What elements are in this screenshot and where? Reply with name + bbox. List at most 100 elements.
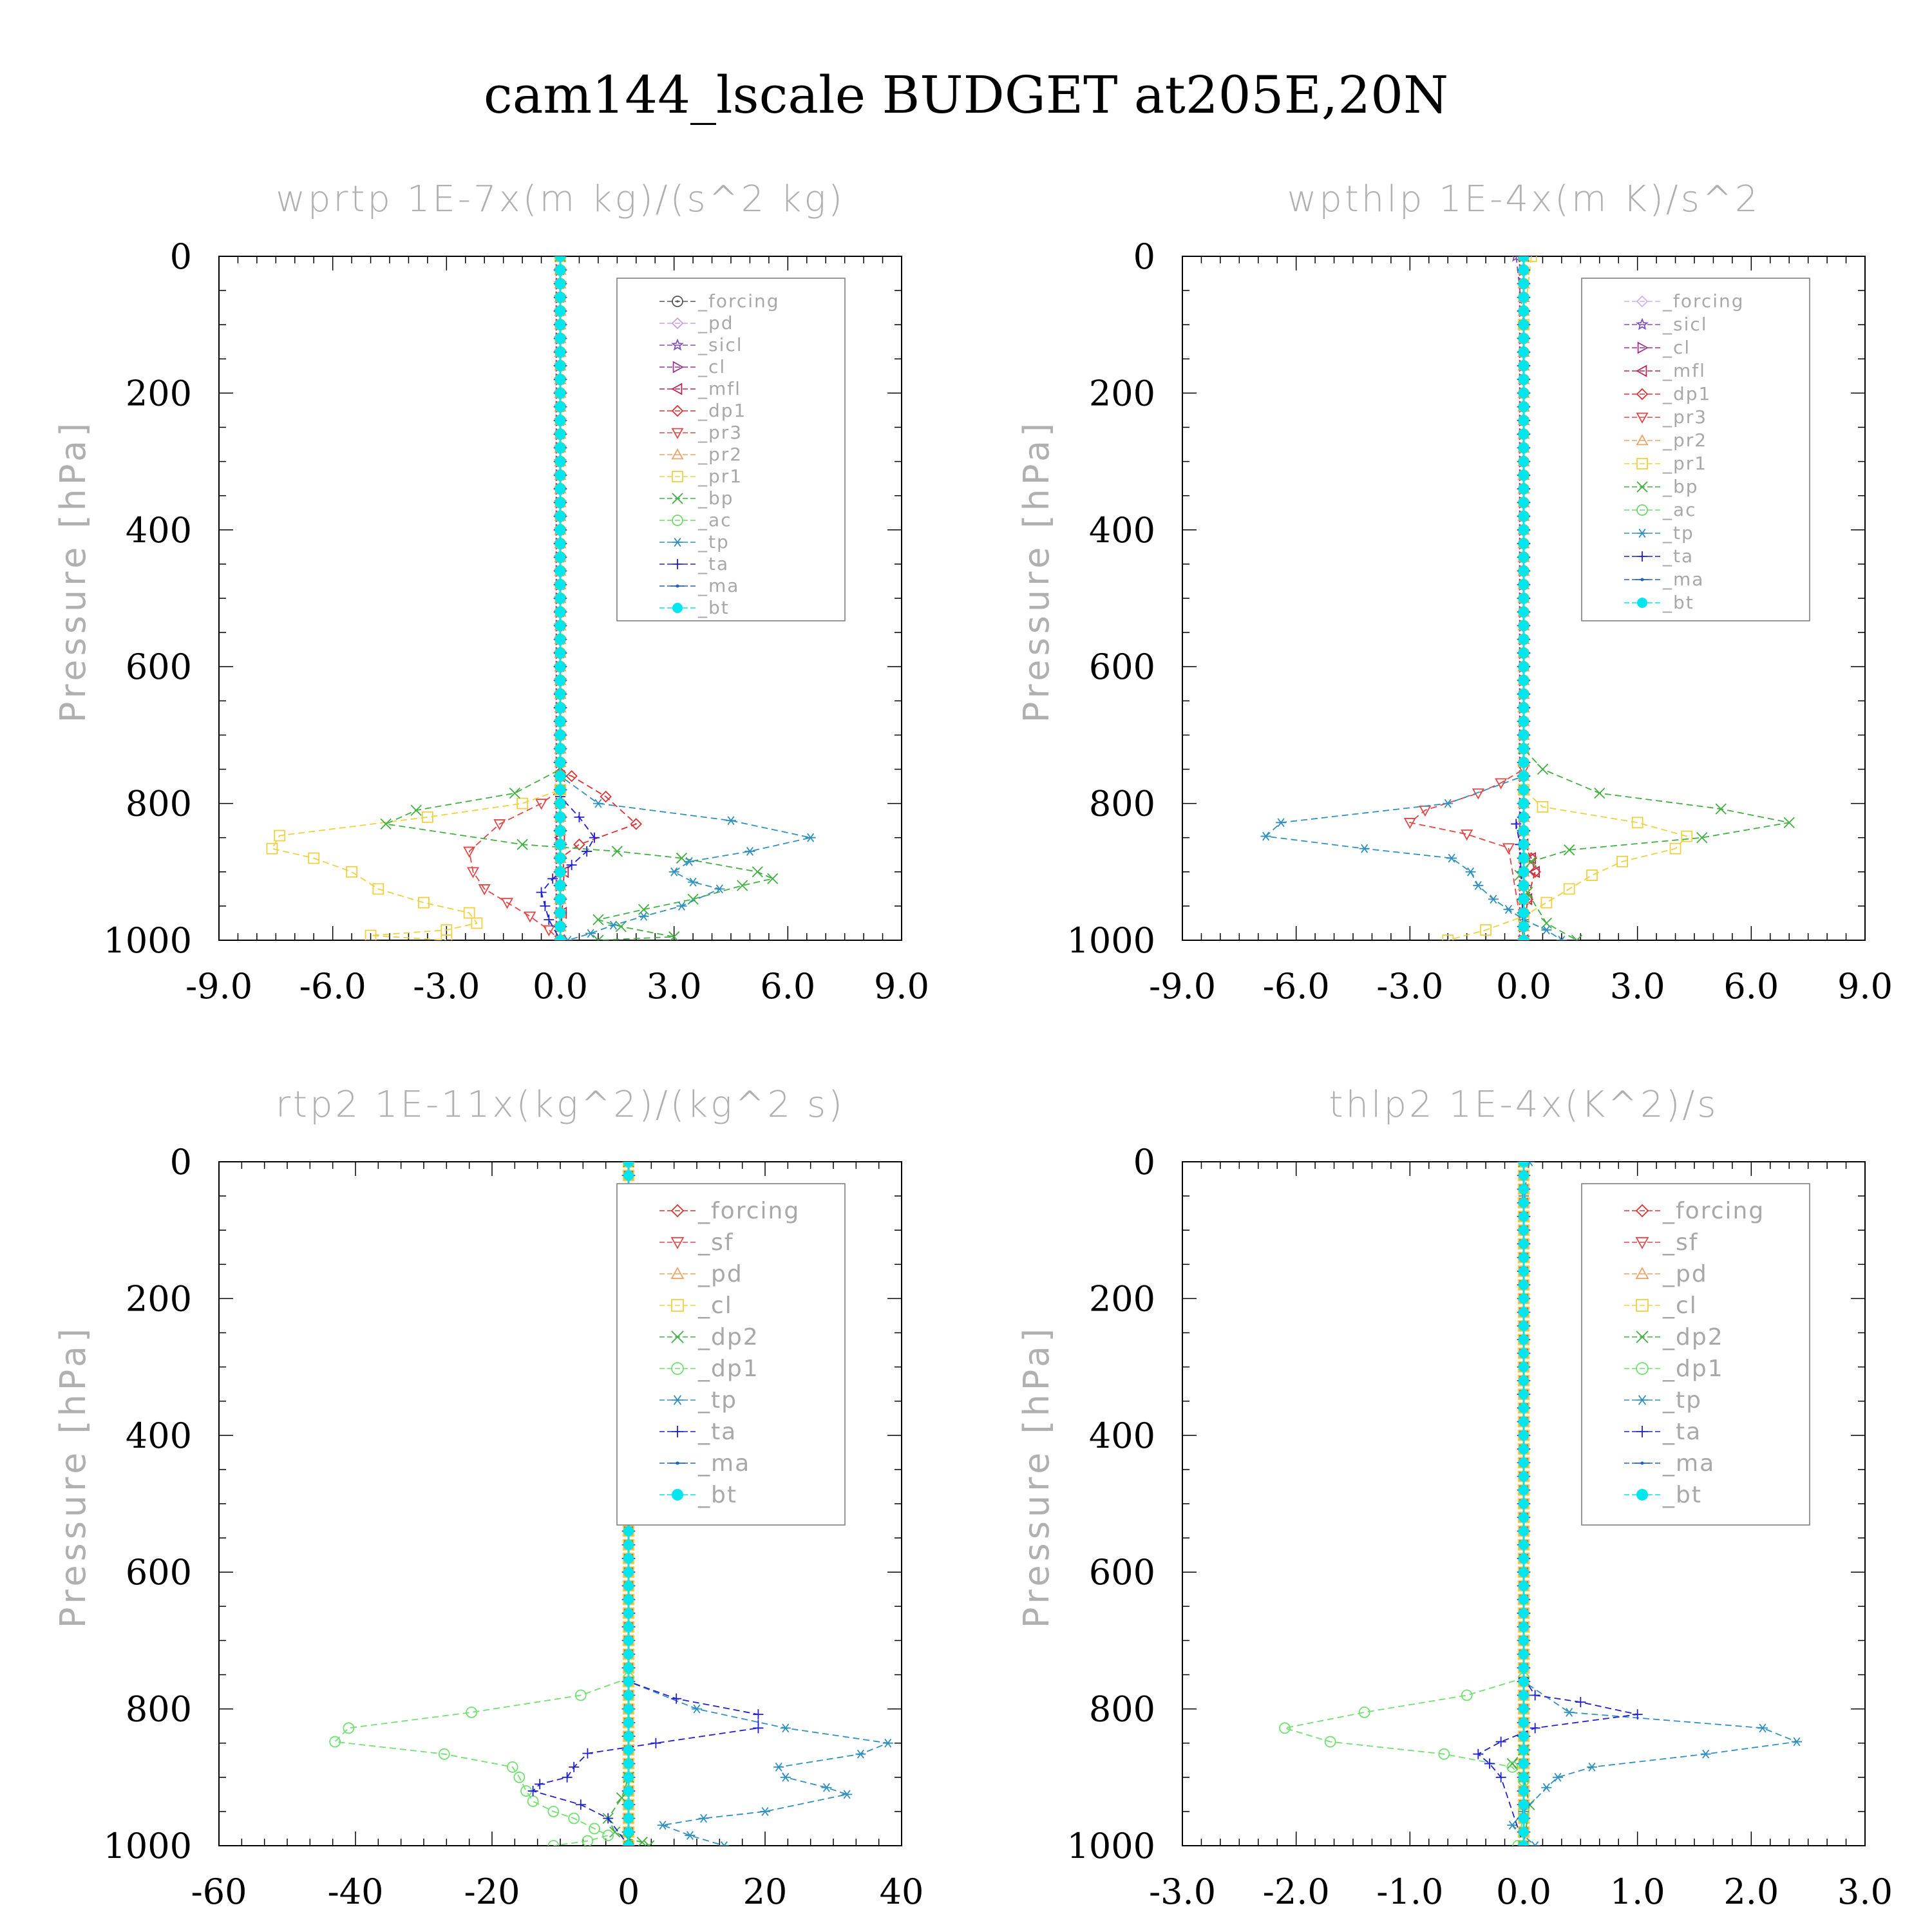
legend-marker	[1636, 1426, 1648, 1437]
series-point	[1519, 688, 1529, 699]
series-point	[555, 469, 565, 480]
series-point	[1519, 1539, 1529, 1550]
legend-label: _sicl	[697, 334, 743, 355]
series-point	[555, 305, 565, 316]
series-point	[1586, 869, 1598, 882]
legend-label: _pd	[697, 1261, 743, 1287]
series-point	[1519, 1703, 1529, 1714]
series-point	[623, 1703, 634, 1714]
legend-item: _bp	[659, 488, 734, 509]
series-point	[1537, 763, 1549, 775]
legend-box	[616, 278, 846, 621]
series-point	[555, 456, 565, 467]
series-point	[623, 1717, 634, 1728]
series-point	[1616, 855, 1629, 867]
legend-label: _ma	[1662, 1450, 1715, 1477]
series-point	[688, 877, 699, 887]
legend-label: _bp	[697, 488, 734, 509]
data-area	[1260, 256, 1795, 940]
y-axis-label: Pressure [hPa]	[1016, 419, 1057, 723]
y-tick-label: 800	[126, 1689, 192, 1730]
legend-marker	[672, 559, 683, 569]
y-tick-label: 1000	[1067, 920, 1155, 961]
series-point	[1519, 1786, 1529, 1797]
legend-box	[616, 1183, 846, 1526]
series-point	[555, 730, 565, 741]
series-point	[714, 884, 725, 894]
series-point	[1519, 1553, 1529, 1564]
series-point	[274, 829, 286, 842]
series-point	[1757, 1723, 1768, 1733]
series-point	[589, 1823, 600, 1835]
series-point	[676, 901, 687, 911]
series-point	[1519, 1580, 1529, 1591]
series-point	[1519, 853, 1529, 864]
series-point	[1276, 818, 1287, 828]
legend-label: _ac	[1662, 499, 1697, 520]
series-point	[555, 839, 565, 850]
legend-marker	[1635, 1236, 1649, 1249]
legend: _forcing_pd_sicl_cl_mfl_dp1_pr3_pr2_pr1_…	[616, 278, 846, 621]
chart-panel-4: thlp2 1E-4x(K^2)/s Pressure [hPa] -3.0 -2.0…	[1016, 1084, 1893, 1912]
legend-label: _ma	[697, 1450, 750, 1477]
series-point	[555, 319, 565, 330]
series-point	[1519, 346, 1529, 357]
series-point	[805, 833, 816, 842]
legend-item: _cl	[659, 1293, 732, 1319]
series-point	[1512, 256, 1520, 262]
series-point	[471, 917, 483, 929]
series-point	[737, 880, 748, 891]
series-point	[365, 929, 377, 940]
series-bt	[1519, 1162, 1529, 1846]
series-line	[1408, 256, 1524, 940]
x-tick-label: -20	[464, 1871, 520, 1912]
series-point	[671, 1693, 682, 1704]
series-point	[1519, 1649, 1529, 1660]
legend-marker	[1635, 578, 1649, 582]
panel-title: wpthlp 1E-4x(m K)/s^2	[1287, 178, 1760, 220]
x-tick-label: 0.0	[1496, 966, 1551, 1007]
series-point	[753, 1709, 764, 1720]
legend-marker	[671, 428, 684, 439]
series-point	[1529, 866, 1541, 878]
series-point	[1519, 1772, 1529, 1783]
legend-label: _pr1	[1662, 453, 1707, 474]
legend-box	[1581, 278, 1810, 621]
legend-item: _pd	[659, 312, 733, 334]
series-point	[1503, 905, 1514, 914]
series-point	[1506, 1757, 1518, 1770]
series-bt	[1519, 256, 1529, 940]
legend-item: _cl	[659, 356, 724, 377]
legend-item: _pr1	[659, 466, 741, 487]
legend-marker	[1636, 481, 1648, 493]
legend-item: _ma	[659, 575, 738, 596]
series-point	[513, 1771, 526, 1783]
data-area	[1279, 1162, 1802, 1846]
series-point	[555, 265, 565, 276]
legend-label: _sicl	[1662, 314, 1708, 335]
series-tp	[623, 1162, 893, 1846]
series-point	[308, 852, 320, 864]
legend-marker	[1635, 1204, 1649, 1218]
series-point	[493, 819, 506, 831]
series-point	[650, 1738, 661, 1748]
series-point	[555, 292, 565, 303]
series-pr3	[463, 256, 567, 940]
figure-title: cam144_lscale BUDGET at205E,20N	[484, 65, 1448, 125]
series-point	[1519, 497, 1529, 508]
series-point	[1519, 1499, 1529, 1509]
series-point	[1519, 894, 1529, 905]
legend-item: _dp1	[659, 400, 745, 421]
series-point	[600, 790, 612, 803]
series-point	[623, 1594, 634, 1605]
x-tick-label: 0.0	[1496, 1871, 1551, 1912]
series-point	[685, 1831, 696, 1841]
series-point	[1631, 817, 1643, 829]
series-point	[658, 1821, 668, 1830]
series-point	[753, 1723, 764, 1734]
series-point	[1519, 1841, 1529, 1846]
series-point	[1553, 1772, 1563, 1782]
series-point	[1519, 511, 1529, 522]
series-point	[555, 935, 565, 940]
series-point	[1519, 1416, 1529, 1427]
